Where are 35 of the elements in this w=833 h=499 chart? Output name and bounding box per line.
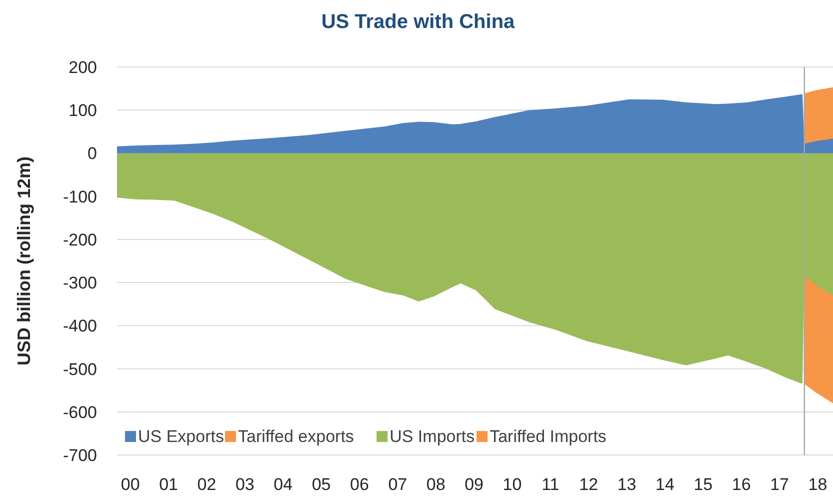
y-tick-label: 200 — [68, 58, 97, 77]
legend-label: US Imports — [390, 427, 475, 446]
x-tick-label: 01 — [159, 475, 178, 494]
x-tick-label: 04 — [274, 475, 293, 494]
x-tick-label: 05 — [312, 475, 331, 494]
x-tick-label: 12 — [579, 475, 598, 494]
y-tick-label: 100 — [68, 101, 97, 120]
legend-label: Tariffed Imports — [490, 427, 606, 446]
x-tick-label: 06 — [350, 475, 369, 494]
x-tick-label: 14 — [656, 475, 674, 494]
legend-label: Tariffed exports — [238, 427, 354, 446]
x-tick-label: 02 — [197, 475, 216, 494]
x-tick-label: 07 — [388, 475, 408, 494]
y-tick-label: 0 — [88, 144, 97, 164]
x-tick-label: 08 — [426, 475, 446, 494]
y-axis-title: USD billion (rolling 12m) — [14, 156, 34, 366]
x-tick-label: 17 — [770, 475, 789, 494]
x-tick-label: 09 — [464, 475, 484, 494]
x-tick-label: 15 — [694, 475, 713, 494]
x-tick-label: 16 — [732, 475, 751, 494]
y-tick-label: -700 — [62, 446, 97, 465]
y-tick-label: -100 — [62, 187, 97, 206]
y-tick-label: -300 — [62, 274, 97, 293]
y-tick-label: -500 — [62, 360, 97, 379]
x-tick-label: 10 — [502, 475, 522, 494]
x-tick-label: 03 — [235, 475, 254, 494]
y-tick-label: -400 — [62, 316, 97, 336]
x-tick-label: 11 — [542, 475, 560, 494]
x-tick-label: 13 — [617, 475, 636, 494]
y-tick-label: -200 — [62, 230, 97, 250]
y-tick-label: -600 — [62, 402, 97, 422]
x-tick-label: 18 — [808, 475, 828, 494]
chart-title: US Trade with China — [321, 11, 516, 33]
x-tick-label: 00 — [120, 475, 140, 494]
legend-label: US Exports — [138, 427, 224, 446]
